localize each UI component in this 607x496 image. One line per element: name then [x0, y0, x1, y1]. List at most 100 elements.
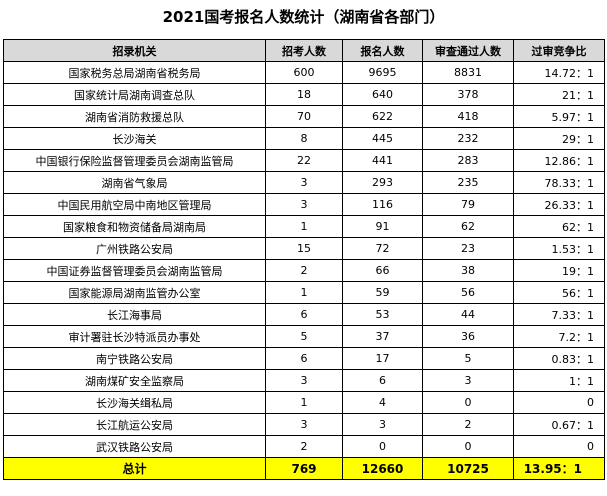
- statistics-table: 招录机关 招考人数 报名人数 审查通过人数 过审竞争比 国家税务总局湖南省税务局…: [3, 39, 605, 480]
- table-row: 长沙海关 8 445 232 29：1: [3, 127, 605, 150]
- header-ratio: 过审竞争比: [513, 39, 605, 62]
- total-quota: 769: [265, 457, 343, 480]
- cell-applicants: 53: [342, 303, 423, 326]
- cell-agency: 国家粮食和物资储备局湖南局: [3, 215, 266, 238]
- total-label: 总计: [3, 457, 266, 480]
- cell-quota: 8: [265, 127, 343, 150]
- cell-quota: 1: [265, 215, 343, 238]
- cell-ratio: 29：1: [513, 127, 605, 150]
- cell-agency: 武汉铁路公安局: [3, 435, 266, 458]
- cell-applicants: 116: [342, 193, 423, 216]
- cell-agency: 长江海事局: [3, 303, 266, 326]
- cell-applicants: 3: [342, 413, 423, 436]
- cell-quota: 2: [265, 259, 343, 282]
- cell-quota: 1: [265, 281, 343, 304]
- cell-ratio: 26.33：1: [513, 193, 605, 216]
- header-quota: 招考人数: [265, 39, 343, 62]
- cell-quota: 1: [265, 391, 343, 414]
- cell-approved: 44: [422, 303, 514, 326]
- cell-applicants: 9695: [342, 61, 423, 84]
- table-row: 长江航运公安局 3 3 2 0.67：1: [3, 413, 605, 436]
- table-row: 中国银行保险监督管理委员会湖南监管局 22 441 283 12.86：1: [3, 149, 605, 172]
- cell-agency: 中国证券监督管理委员会湖南监管局: [3, 259, 266, 282]
- cell-quota: 3: [265, 369, 343, 392]
- cell-agency: 国家能源局湖南监管办公室: [3, 281, 266, 304]
- table-row: 国家能源局湖南监管办公室 1 59 56 56：1: [3, 281, 605, 304]
- total-approved: 10725: [422, 457, 514, 480]
- cell-applicants: 640: [342, 83, 423, 106]
- header-applicants: 报名人数: [342, 39, 423, 62]
- cell-quota: 22: [265, 149, 343, 172]
- table-row: 湖南省消防救援总队 70 622 418 5.97：1: [3, 105, 605, 128]
- cell-applicants: 91: [342, 215, 423, 238]
- cell-approved: 283: [422, 149, 514, 172]
- table-row: 广州铁路公安局 15 72 23 1.53：1: [3, 237, 605, 260]
- cell-applicants: 6: [342, 369, 423, 392]
- cell-approved: 232: [422, 127, 514, 150]
- cell-applicants: 4: [342, 391, 423, 414]
- table-row: 中国证券监督管理委员会湖南监管局 2 66 38 19：1: [3, 259, 605, 282]
- cell-approved: 38: [422, 259, 514, 282]
- cell-quota: 6: [265, 303, 343, 326]
- cell-agency: 长沙海关: [3, 127, 266, 150]
- cell-approved: 418: [422, 105, 514, 128]
- cell-applicants: 72: [342, 237, 423, 260]
- cell-ratio: 62：1: [513, 215, 605, 238]
- cell-ratio: 19：1: [513, 259, 605, 282]
- cell-agency: 广州铁路公安局: [3, 237, 266, 260]
- table-row: 国家粮食和物资储备局湖南局 1 91 62 62：1: [3, 215, 605, 238]
- table-row: 国家税务总局湖南省税务局 600 9695 8831 14.72：1: [3, 61, 605, 84]
- cell-applicants: 293: [342, 171, 423, 194]
- cell-quota: 15: [265, 237, 343, 260]
- cell-approved: 62: [422, 215, 514, 238]
- cell-approved: 79: [422, 193, 514, 216]
- cell-approved: 235: [422, 171, 514, 194]
- cell-applicants: 622: [342, 105, 423, 128]
- cell-applicants: 445: [342, 127, 423, 150]
- cell-ratio: 0: [513, 391, 605, 414]
- cell-ratio: 5.97：1: [513, 105, 605, 128]
- cell-quota: 3: [265, 171, 343, 194]
- cell-approved: 378: [422, 83, 514, 106]
- cell-agency: 湖南省消防救援总队: [3, 105, 266, 128]
- cell-quota: 6: [265, 347, 343, 370]
- table-row: 湖南省气象局 3 293 235 78.33：1: [3, 171, 605, 194]
- table-row: 南宁铁路公安局 6 17 5 0.83：1: [3, 347, 605, 370]
- cell-ratio: 7.33：1: [513, 303, 605, 326]
- cell-agency: 中国银行保险监督管理委员会湖南监管局: [3, 149, 266, 172]
- cell-applicants: 441: [342, 149, 423, 172]
- cell-ratio: 56：1: [513, 281, 605, 304]
- cell-approved: 36: [422, 325, 514, 348]
- cell-ratio: 21：1: [513, 83, 605, 106]
- cell-ratio: 1.53：1: [513, 237, 605, 260]
- table-row: 武汉铁路公安局 2 0 0 0: [3, 435, 605, 458]
- cell-quota: 600: [265, 61, 343, 84]
- cell-quota: 3: [265, 193, 343, 216]
- cell-applicants: 0: [342, 435, 423, 458]
- table-row: 国家统计局湖南调查总队 18 640 378 21：1: [3, 83, 605, 106]
- cell-approved: 23: [422, 237, 514, 260]
- cell-approved: 2: [422, 413, 514, 436]
- header-row: 招录机关 招考人数 报名人数 审查通过人数 过审竞争比: [3, 39, 605, 62]
- table-row: 长江海事局 6 53 44 7.33：1: [3, 303, 605, 326]
- cell-agency: 国家税务总局湖南省税务局: [3, 61, 266, 84]
- cell-quota: 2: [265, 435, 343, 458]
- cell-ratio: 0.67：1: [513, 413, 605, 436]
- cell-quota: 70: [265, 105, 343, 128]
- cell-approved: 3: [422, 369, 514, 392]
- cell-quota: 3: [265, 413, 343, 436]
- total-applicants: 12660: [342, 457, 423, 480]
- cell-applicants: 17: [342, 347, 423, 370]
- cell-ratio: 0.83：1: [513, 347, 605, 370]
- cell-agency: 中国民用航空局中南地区管理局: [3, 193, 266, 216]
- cell-ratio: 7.2：1: [513, 325, 605, 348]
- header-approved: 审查通过人数: [422, 39, 514, 62]
- cell-applicants: 37: [342, 325, 423, 348]
- table-row: 中国民用航空局中南地区管理局 3 116 79 26.33：1: [3, 193, 605, 216]
- cell-approved: 0: [422, 391, 514, 414]
- cell-approved: 8831: [422, 61, 514, 84]
- cell-agency: 审计署驻长沙特派员办事处: [3, 325, 266, 348]
- table-body: 国家税务总局湖南省税务局 600 9695 8831 14.72：1 国家统计局湖南调查总…: [3, 61, 605, 458]
- cell-ratio: 14.72：1: [513, 61, 605, 84]
- total-ratio: 13.95：1: [513, 457, 605, 480]
